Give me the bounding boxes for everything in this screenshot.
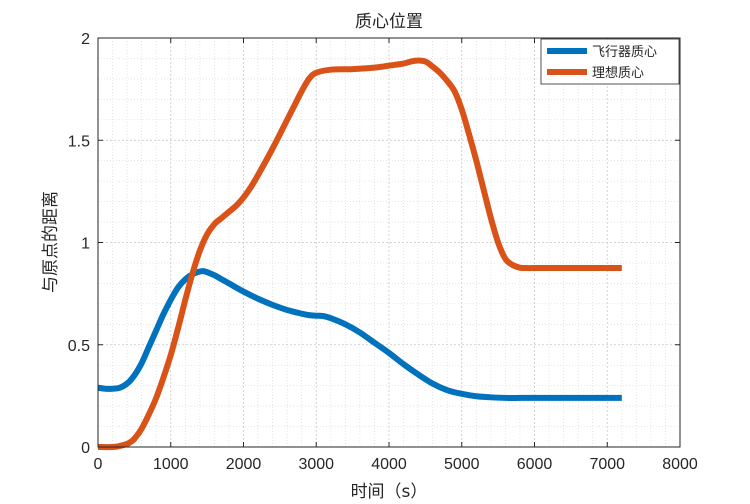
series-line-aircraft-centroid (97, 268, 622, 401)
x-tick-label: 3000 (298, 456, 334, 473)
legend: 飞行器质心 理想质心 (540, 38, 680, 85)
x-axis-title: 时间（s） (351, 482, 428, 502)
y-tick-label: 2 (81, 31, 90, 48)
y-tick-label: 0 (81, 440, 90, 457)
chart-title: 质心位置 (355, 12, 423, 32)
y-tick-label: 1.5 (68, 133, 90, 150)
x-tick-label: 0 (94, 456, 103, 473)
series-layer (97, 57, 622, 451)
ticks-layer (97, 37, 681, 448)
y-tick-labels: 0 0.5 1 1.5 2 (68, 31, 90, 457)
y-tick-label: 0.5 (68, 338, 90, 355)
x-tick-label: 5000 (444, 456, 480, 473)
series-line-ideal-centroid (97, 57, 622, 451)
legend-label-ideal-centroid: 理想质心 (592, 65, 644, 81)
x-tick-label: 4000 (371, 456, 407, 473)
legend-label-aircraft-centroid: 飞行器质心 (592, 45, 657, 60)
x-tick-label: 8000 (662, 456, 698, 473)
x-tick-label: 2000 (226, 456, 262, 473)
legend-box (540, 38, 680, 85)
x-tick-label: 7000 (589, 456, 625, 473)
y-axis-title: 与原点的距离 (41, 191, 61, 293)
x-tick-labels: 0 1000 2000 3000 4000 5000 6000 7000 8000 (94, 456, 698, 473)
x-tick-label: 1000 (153, 456, 189, 473)
y-tick-label: 1 (81, 236, 90, 253)
x-tick-label: 6000 (517, 456, 553, 473)
